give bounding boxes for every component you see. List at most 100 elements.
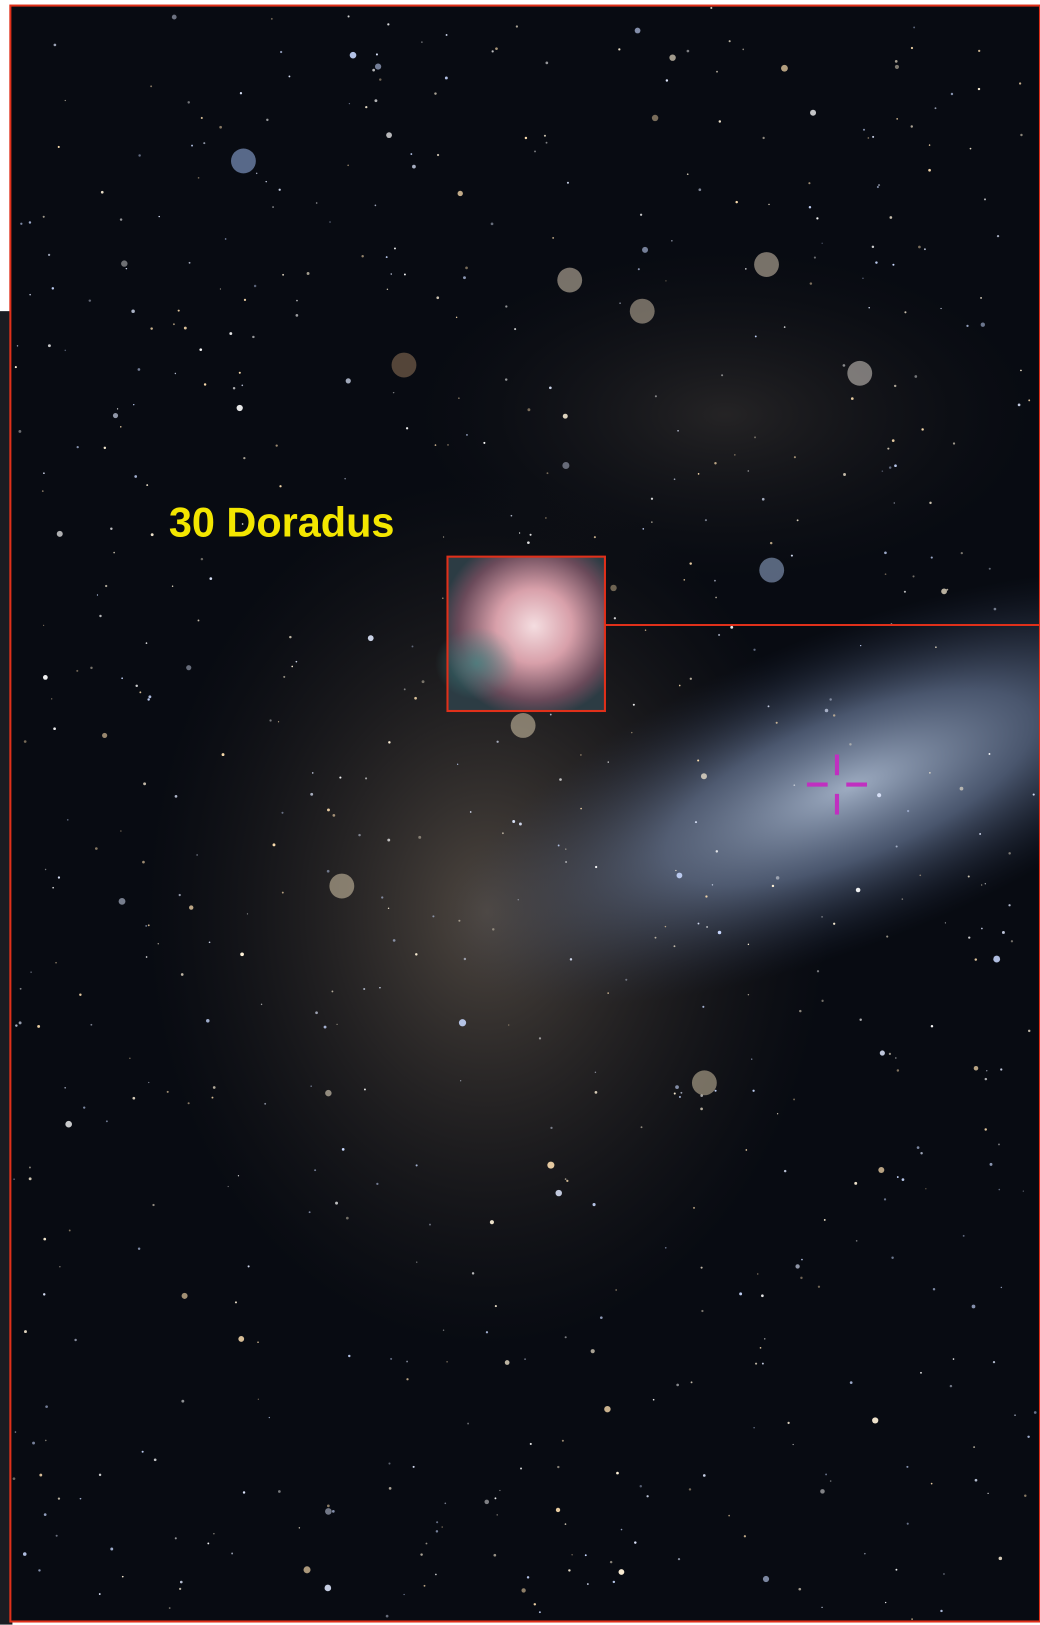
star [1028, 399, 1030, 401]
star [887, 448, 889, 450]
star [651, 521, 652, 522]
star [895, 60, 898, 63]
star [776, 876, 780, 880]
star [38, 1569, 40, 1571]
star [265, 181, 266, 182]
star [324, 1026, 327, 1029]
star [329, 221, 330, 222]
star [458, 191, 463, 196]
star [1020, 370, 1022, 372]
star [674, 1092, 676, 1094]
star [483, 442, 485, 444]
star [753, 649, 755, 651]
star [625, 979, 627, 981]
star [282, 892, 284, 894]
star [666, 79, 668, 81]
star [48, 254, 50, 256]
star [358, 834, 360, 836]
star [288, 75, 290, 77]
star [435, 1574, 437, 1576]
star [701, 1310, 703, 1312]
star [591, 1349, 595, 1353]
star [616, 1289, 617, 1290]
star [994, 608, 997, 611]
star [993, 1361, 995, 1363]
star [511, 515, 513, 517]
star [929, 502, 931, 504]
star [238, 1336, 244, 1342]
star [138, 154, 140, 156]
star [655, 937, 657, 939]
star [456, 317, 457, 318]
star [616, 1472, 619, 1475]
star [519, 532, 520, 533]
star [283, 676, 285, 678]
star [984, 198, 986, 200]
star [613, 1581, 615, 1583]
star [1011, 940, 1013, 942]
star [189, 262, 191, 264]
star [563, 414, 568, 419]
star [680, 1092, 682, 1094]
star [885, 1602, 886, 1603]
star [436, 296, 439, 299]
star [557, 1466, 559, 1468]
star [244, 299, 246, 301]
star [264, 1103, 266, 1105]
star [77, 446, 79, 448]
star [43, 216, 45, 218]
star [701, 1267, 703, 1269]
star [496, 1514, 497, 1515]
star [935, 646, 937, 648]
star [225, 238, 227, 240]
star [426, 1543, 428, 1545]
star [953, 1358, 955, 1360]
star [677, 873, 683, 879]
star [968, 936, 970, 938]
star [747, 470, 749, 472]
star [619, 302, 620, 303]
star [269, 719, 271, 721]
star [29, 294, 31, 296]
star [24, 740, 27, 743]
star [539, 1611, 541, 1613]
star [348, 1355, 350, 1357]
star-cluster [692, 1070, 717, 1095]
star [979, 833, 981, 835]
star [51, 698, 52, 699]
star [240, 92, 242, 94]
star [102, 733, 107, 738]
star [296, 661, 298, 663]
star [432, 915, 434, 917]
star [770, 542, 772, 544]
object-label: 30 Doradus [169, 499, 395, 546]
star [695, 821, 697, 823]
star [314, 1169, 316, 1171]
star [953, 442, 955, 444]
star [54, 44, 57, 47]
star [203, 142, 205, 144]
star [120, 830, 121, 831]
star [527, 1576, 529, 1578]
star [312, 772, 314, 774]
star [753, 1427, 754, 1428]
star [105, 585, 107, 587]
star [30, 972, 31, 973]
star [669, 54, 675, 60]
star [278, 721, 279, 722]
star [675, 870, 676, 871]
star [243, 457, 245, 459]
star [240, 952, 244, 956]
star [618, 48, 620, 50]
star [739, 1292, 742, 1295]
star [148, 1082, 149, 1083]
star [856, 1240, 858, 1242]
star [464, 958, 466, 960]
star [279, 485, 281, 487]
star [148, 695, 151, 698]
star [189, 905, 193, 909]
star [206, 1019, 210, 1023]
star [777, 1113, 778, 1114]
star [150, 85, 152, 87]
star [19, 1021, 22, 1024]
